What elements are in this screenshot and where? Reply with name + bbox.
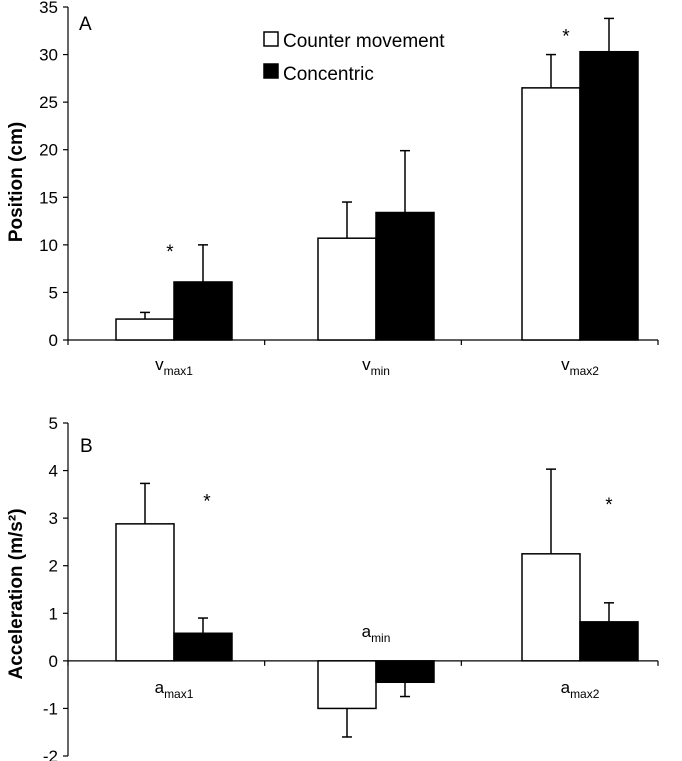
panel-a-y-tick-label: 5 <box>49 283 58 302</box>
panel-b-y-tick-label: 4 <box>49 462 58 481</box>
bar-b-counter-movement-2 <box>521 553 581 662</box>
panel-a-y-tick-label: 35 <box>39 0 58 17</box>
panel-b-y-tick-label: -1 <box>43 699 58 718</box>
panel-a-y-tick-label: 15 <box>39 188 58 207</box>
significance-marker-a-2: * <box>562 26 570 47</box>
bar-b-counter-movement-1 <box>317 660 377 710</box>
category-label-a-0: vmax1 <box>155 355 193 378</box>
panel-a-chart: Position (cm) A 0 5 10 15 20 25 30 35 vmax1 vmin… <box>6 0 659 378</box>
bar-b-concentric-1 <box>375 660 435 684</box>
bar-b-concentric-0 <box>173 632 233 662</box>
bar-a-counter-movement-2 <box>521 87 581 341</box>
bar-b-counter-movement-0 <box>115 523 175 662</box>
category-label-b-1: amin <box>362 622 391 645</box>
panel-a-label: A <box>79 14 92 35</box>
panel-b-y-tick-label: 1 <box>49 604 58 623</box>
significance-marker-b-0: * <box>203 491 211 512</box>
category-label-a-2: vmax2 <box>561 355 599 378</box>
bar-a-concentric-2 <box>579 50 639 341</box>
significance-marker-a-0: * <box>166 242 174 263</box>
legend-label-concentric: Concentric <box>283 64 374 85</box>
legend: Counter movement Concentric <box>263 31 445 85</box>
panel-b-y-tick-label: 2 <box>49 557 58 576</box>
panel-b-label: B <box>80 436 93 457</box>
panel-a-y-tick-label: 0 <box>49 331 58 350</box>
legend-swatch-concentric <box>263 63 279 79</box>
panel-b-chart: Acceleration (m/s²) B -2 -1 0 1 2 3 4 5 amax1 am… <box>6 414 659 761</box>
panel-b-y-tick-label: 0 <box>49 652 58 671</box>
panel-a-y-axis-title: Position (cm) <box>6 122 27 242</box>
bar-a-concentric-0 <box>173 281 233 341</box>
panel-b-y-tick-label: -2 <box>43 747 58 761</box>
panel-b-y-tick-label: 3 <box>49 509 58 528</box>
legend-swatch-counter-movement <box>263 31 279 47</box>
panel-a-y-tick-label: 20 <box>39 141 58 160</box>
bar-a-concentric-1 <box>375 211 435 341</box>
category-label-b-0: amax1 <box>155 678 194 701</box>
legend-label-counter-movement: Counter movement <box>283 31 445 52</box>
panel-a-y-tick-label: 30 <box>39 46 58 65</box>
bar-a-counter-movement-1 <box>317 237 377 341</box>
category-label-a-1: vmin <box>362 355 390 378</box>
panel-b-y-tick-label: 5 <box>49 414 58 433</box>
significance-marker-b-2: * <box>605 495 613 516</box>
panel-b-y-axis-title: Acceleration (m/s²) <box>6 508 27 679</box>
category-label-b-2: amax2 <box>561 678 600 701</box>
panel-a-y-tick-label: 10 <box>39 236 58 255</box>
bar-b-concentric-2 <box>579 621 639 662</box>
bar-a-counter-movement-0 <box>115 318 175 341</box>
panel-a-y-tick-label: 25 <box>39 93 58 112</box>
